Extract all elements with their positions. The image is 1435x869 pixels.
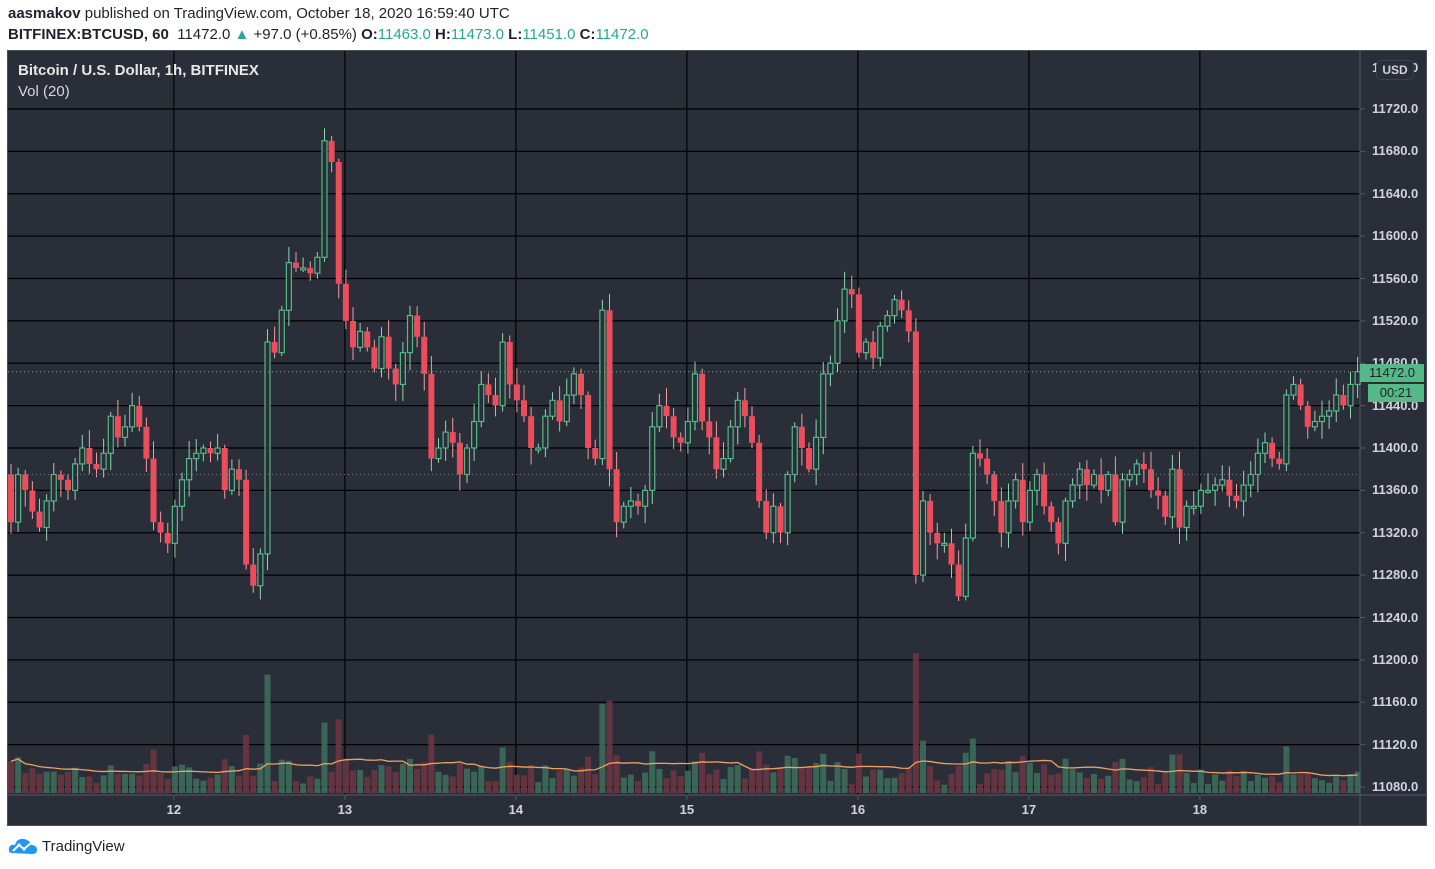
price-tick-label: 11080.0 — [1372, 779, 1419, 794]
price-tick-label: 11640.0 — [1372, 185, 1419, 201]
up-arrow-icon: ▲ — [234, 26, 250, 43]
tradingview-logo[interactable]: TradingView — [8, 836, 125, 856]
price-tick-label: 11280.0 — [1372, 567, 1419, 583]
price-tick-label: 11160.0 — [1372, 694, 1418, 710]
current-price-tag: 11472.0 — [1360, 364, 1424, 382]
publish-info: aasmakov published on TradingView.com, O… — [8, 5, 510, 22]
brand-label: TradingView — [42, 837, 125, 855]
price-change: +97.0 (+0.85%) — [253, 26, 357, 43]
price-tick-label: 11560.0 — [1372, 270, 1419, 286]
high-value: 11473.0 — [450, 26, 504, 43]
price-tick-label: 11360.0 — [1372, 482, 1419, 498]
price-tick-label: 11400.0 — [1372, 440, 1419, 455]
currency-badge[interactable]: USD — [1376, 60, 1414, 80]
volume-indicator-label[interactable]: Vol (20) — [18, 83, 70, 100]
price-tick-label: 11120.0 — [1372, 736, 1418, 752]
published-text: published on TradingView.com, October 18… — [84, 5, 510, 22]
chart-legend-title: Bitcoin / U.S. Dollar, 1h, BITFINEX — [18, 62, 259, 79]
time-tick-label: 17 — [1021, 802, 1037, 817]
tradingview-cloud-icon — [8, 838, 38, 854]
price-tick-label: 11320.0 — [1372, 524, 1419, 540]
time-tick-label: 18 — [1192, 802, 1208, 817]
high-label: H: — [435, 26, 451, 43]
time-tick-label: 16 — [850, 802, 866, 817]
ohlc-header: BITFINEX:BTCUSD, 60 11472.0 ▲ +97.0 (+0.… — [8, 26, 649, 43]
author-name[interactable]: aasmakov — [8, 5, 81, 22]
open-value: 11463.0 — [377, 26, 431, 43]
bar-countdown-tag: 00:21 — [1368, 384, 1424, 402]
price-tick-label: 11200.0 — [1372, 651, 1419, 667]
time-tick-label: 14 — [508, 802, 524, 817]
time-tick-label: 13 — [337, 802, 353, 817]
low-value: 11451.0 — [522, 26, 576, 43]
open-label: O: — [361, 26, 378, 43]
last-price: 11472.0 — [177, 26, 231, 43]
price-tick-label: 11680.0 — [1372, 143, 1419, 159]
close-label: C: — [579, 26, 596, 43]
price-tick-label: 11520.0 — [1372, 312, 1419, 328]
price-tick-label: 11720.0 — [1372, 101, 1419, 116]
price-tick-label: 11240.0 — [1372, 609, 1419, 625]
price-tick-label: 11600.0 — [1372, 228, 1419, 244]
close-value: 11472.0 — [595, 26, 649, 43]
time-tick-label: 15 — [679, 802, 695, 817]
symbol-label: BITFINEX:BTCUSD, 60 — [8, 26, 169, 43]
low-label: L: — [508, 26, 523, 43]
time-tick-label: 12 — [166, 802, 182, 817]
